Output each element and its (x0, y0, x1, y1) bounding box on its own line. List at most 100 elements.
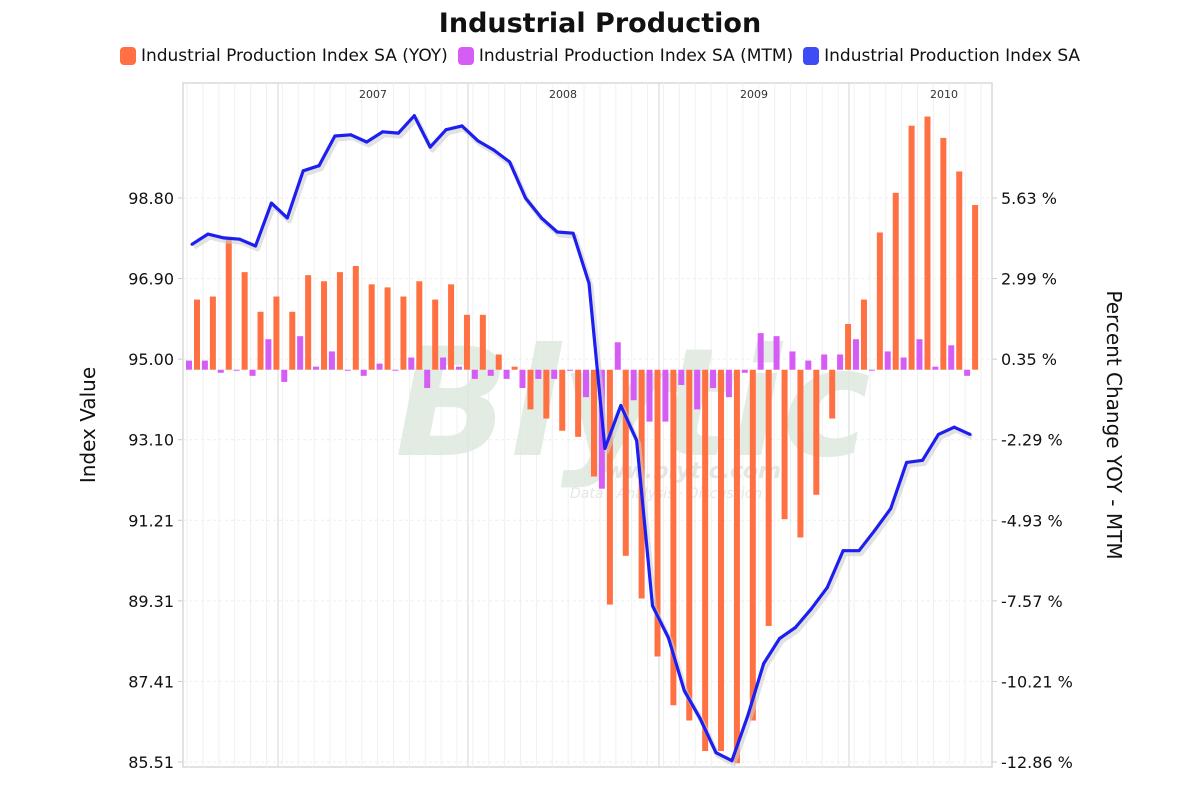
left-tick-label: 91.21 (128, 511, 174, 530)
mtm-bar (773, 336, 780, 370)
right-tick-label: 2.99 % (1001, 270, 1057, 289)
mtm-bar (201, 360, 208, 370)
left-tick-label: 87.41 (128, 672, 174, 691)
legend-item-index[interactable]: Industrial Production Index SA (803, 46, 1080, 66)
index-point (841, 549, 845, 553)
index-point (809, 607, 813, 611)
yoy-bar (495, 354, 502, 370)
grid-layer (182, 82, 993, 768)
right-tick-label: -2.29 % (1001, 431, 1063, 450)
yoy-bar (241, 272, 248, 370)
yoy-bar (797, 369, 804, 538)
yoy-bar (368, 284, 375, 370)
mtm-bar (360, 369, 367, 376)
index-point (920, 458, 924, 462)
index-point (508, 160, 512, 164)
mtm-bar (694, 369, 701, 410)
yoy-bar (813, 369, 820, 495)
yoy-bar (622, 369, 629, 556)
yoy-bar (384, 287, 391, 370)
index-point (825, 586, 829, 590)
index-point (333, 134, 337, 138)
yoy-bar (829, 369, 836, 419)
index-point (793, 625, 797, 629)
yoy-bar (209, 296, 216, 370)
mtm-bar (916, 339, 923, 370)
legend-item-yoy[interactable]: Industrial Production Index SA (YOY) (119, 46, 448, 66)
mtm-bar (440, 357, 447, 370)
yoy-bar (352, 266, 359, 370)
legend-label-yoy: Industrial Production Index SA (YOY) (140, 46, 448, 66)
mtm-bar (328, 351, 335, 370)
index-point (190, 242, 194, 246)
index-point (778, 637, 782, 641)
right-tick-label: 0.35 % (1001, 350, 1057, 369)
mtm-bar (646, 369, 653, 422)
axes-layer: 2007 2008 2009 2010 98.80 96.90 95.00 93.10 91.2… (128, 88, 1073, 772)
yoy-bar (289, 311, 296, 370)
index-point (873, 528, 877, 532)
mtm-bar (837, 354, 844, 370)
index-point (206, 232, 210, 236)
mtm-bar (281, 369, 288, 382)
mtm-bar (678, 369, 685, 385)
mtm-bar (487, 369, 494, 376)
mtm-bar (805, 360, 812, 370)
yoy-bar (654, 369, 661, 657)
legend-swatch-mtm (457, 47, 474, 65)
yoy-bar (400, 296, 407, 370)
index-point (492, 148, 496, 152)
yoy-bar (940, 137, 947, 370)
index-point (936, 432, 940, 436)
year-label: 2009 (740, 88, 768, 101)
left-tick-label: 98.80 (128, 189, 174, 208)
yoy-bar (559, 369, 566, 431)
index-point (889, 507, 893, 511)
index-point (682, 689, 686, 693)
mtm-bar (964, 369, 971, 376)
mtm-bar (313, 366, 320, 370)
yoy-bar (765, 369, 772, 626)
yoy-bar (781, 369, 788, 520)
index-point (651, 604, 655, 608)
index-point (619, 404, 623, 408)
index-point (460, 124, 464, 128)
index-point (714, 751, 718, 755)
watermark: Blytic www.blytic.com Data · Analysis · … (395, 317, 871, 502)
index-point (952, 425, 956, 429)
index-point (365, 140, 369, 144)
watermark-url: www.blytic.com (585, 459, 781, 484)
index-point (222, 236, 226, 240)
yoy-bar (305, 275, 312, 370)
yoy-bar (416, 281, 423, 370)
mtm-bar (408, 357, 415, 370)
index-point (730, 759, 734, 763)
mtm-bar (741, 369, 748, 373)
legend-label-index: Industrial Production Index SA (824, 46, 1081, 66)
yoy-bar (448, 284, 455, 370)
mtm-bar (614, 342, 621, 370)
yoy-bar (432, 299, 439, 370)
yoy-bar (575, 369, 582, 437)
index-point (349, 133, 353, 137)
mtm-bar (471, 369, 478, 379)
yoy-bar (670, 369, 677, 706)
mtm-bar (249, 369, 256, 376)
index-point (762, 662, 766, 666)
mtm-bar (725, 369, 732, 398)
index-point (476, 139, 480, 143)
yoy-bar (845, 323, 852, 370)
index-point (523, 196, 527, 200)
left-tick-label: 95.00 (128, 350, 174, 369)
yoy-bar (336, 272, 343, 370)
mtm-bar (392, 369, 399, 371)
yoy-bar (321, 281, 328, 370)
plot-border (182, 82, 993, 768)
mtm-bar (789, 351, 796, 370)
mtm-bar (217, 369, 224, 373)
watermark-logo: Blytic (395, 317, 871, 491)
index-point (254, 244, 258, 248)
legend-item-mtm[interactable]: Industrial Production Index SA (MTM) (457, 46, 793, 66)
yoy-bar (273, 296, 280, 370)
yoy-bar (606, 369, 613, 605)
